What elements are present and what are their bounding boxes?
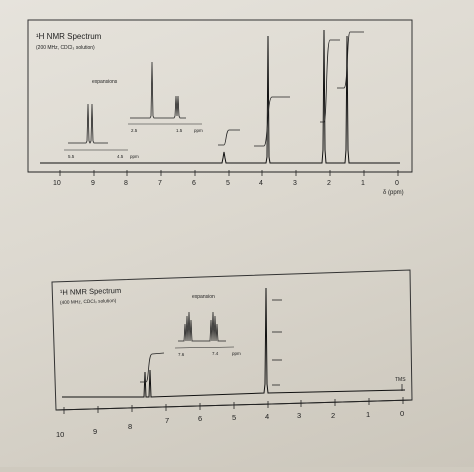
spectrum-1-integral-4 [337, 31, 364, 89]
spectrum-1-expansions-label: expansions [92, 79, 118, 85]
spectrum-2-expansion-label: expansion [192, 294, 215, 300]
spectrum-2-expansion-axis [174, 346, 235, 349]
spectrum-1-expansion-1: 5.5 4.5 ppm [64, 103, 139, 159]
spectrum-1-trace [40, 29, 400, 164]
spectrum-2-conditions: (400 MHz, CDCl₃ solution) [60, 298, 117, 306]
expansion-2-tick-2: 1.5 [176, 128, 183, 133]
spectrum-1-tick-6: 6 [192, 180, 196, 187]
spectrum-2-tick-1: 1 [366, 410, 370, 419]
spectrum-1-tick-4: 4 [259, 180, 263, 187]
expansion-1-unit: ppm [130, 154, 139, 159]
spectrum-2-tick-2: 2 [331, 411, 335, 420]
spectrum-2-axis: 10 9 8 7 6 5 4 3 2 1 0 [55, 397, 413, 439]
spectrum-1-tick-1: 1 [361, 180, 365, 187]
spectrum-2-integral-1 [140, 352, 165, 383]
spectrum-2-expansion-tick-1: 7.6 [178, 352, 185, 357]
spectrum-1-tick-9: 9 [91, 180, 95, 187]
spectrum-2-tick-10: 10 [56, 430, 64, 439]
spectrum-2-expansion: 7.6 7.4 ppm [174, 311, 241, 357]
spectrum-1: ¹H NMR Spectrum (200 MHz, CDCl₃ solution… [27, 19, 413, 196]
spectrum-1-tick-7: 7 [158, 180, 162, 187]
spectrum-1-frame [27, 19, 413, 173]
spectrum-1-tick-8: 8 [124, 180, 128, 187]
spectrum-2-expansion-trace [178, 311, 226, 342]
spectrum-2-tick-6: 6 [198, 414, 202, 423]
spectrum-2-tick-0: 0 [400, 409, 404, 418]
spectrum-2-tick-8: 8 [128, 422, 132, 431]
spectrum-1-tick-2: 2 [327, 180, 331, 187]
spectrum-1-axis: 10 9 8 7 6 5 4 3 2 1 0 δ (ppm) [28, 170, 412, 196]
spectrum-1-tick-5: 5 [226, 180, 230, 187]
expansion-2-unit: ppm [194, 128, 203, 133]
spectrum-1-tick-0: 0 [395, 180, 399, 187]
expansion-1-tick-1: 5.5 [68, 154, 75, 159]
spectrum-2-expansion-unit: ppm [232, 351, 241, 356]
spectrum-1-integral-1 [218, 129, 240, 146]
spectrum-1-expansion-2: 2.5 1.5 ppm [128, 61, 203, 133]
expansion-1-trace [68, 103, 108, 144]
spectrum-1-tick-3: 3 [293, 180, 297, 187]
spectrum-2-trace [62, 287, 406, 398]
spectrum-1-integral-2 [254, 96, 290, 147]
spectrum-2-corner-label: TMS [395, 377, 406, 383]
spectrum-2-tick-7: 7 [165, 416, 169, 425]
spectrum-2-expansion-tick-2: 7.4 [212, 351, 219, 356]
spectrum-2: ¹H NMR Spectrum (400 MHz, CDCl₃ solution… [51, 269, 413, 439]
spectrum-1-tick-marks [59, 170, 399, 176]
spectrum-1-conditions: (200 MHz, CDCl₃ solution) [36, 45, 95, 51]
expansion-2-tick-1: 2.5 [131, 128, 138, 133]
spectrum-1-integral-3 [320, 39, 340, 123]
spectrum-2-integral-marks [272, 299, 282, 386]
expansion-2-trace [130, 61, 186, 119]
expansion-1-tick-2: 4.5 [117, 154, 124, 159]
spectrum-1-axis-label: δ (ppm) [383, 190, 404, 196]
spectrum-1-title: ¹H NMR Spectrum [36, 32, 102, 41]
spectrum-2-tick-9: 9 [93, 427, 97, 436]
spectrum-2-tick-4: 4 [265, 412, 269, 421]
spectrum-2-title: ¹H NMR Spectrum [60, 286, 122, 297]
spectrum-1-tick-10: 10 [53, 180, 61, 187]
spectrum-2-tick-3: 3 [297, 411, 301, 420]
spectrum-2-tick-marks [63, 397, 404, 414]
spectrum-2-tick-5: 5 [232, 413, 236, 422]
